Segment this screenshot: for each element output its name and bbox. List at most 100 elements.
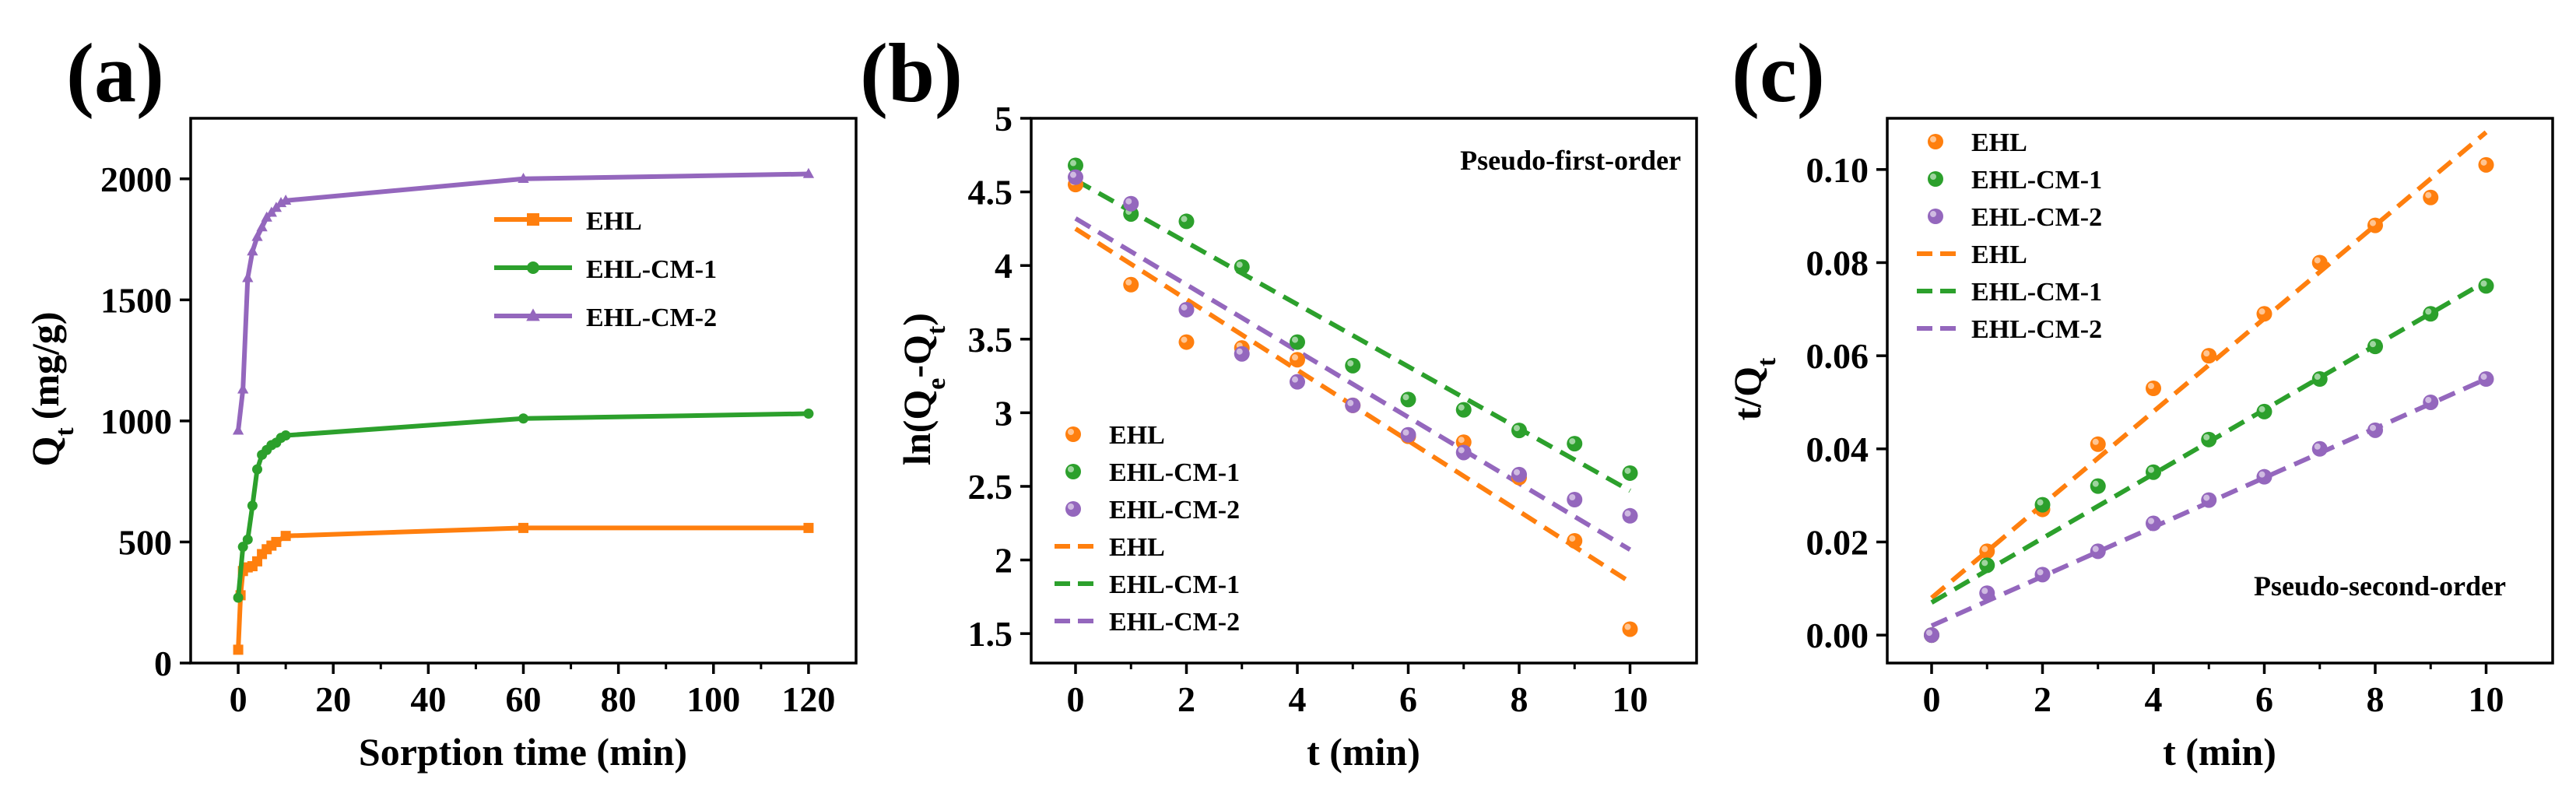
- panel-a: (a) 0 20 40 60 80 100 120 0 500 1000 1500 2000 Sorp…: [23, 27, 858, 774]
- point-ehl-cm-1: [2423, 306, 2439, 322]
- legend-fit-label-ehl-cm-1: EHL-CM-1: [1109, 570, 1240, 599]
- point-ehl-cm-2: [2367, 422, 2383, 438]
- point-ehl-cm-1: [2478, 278, 2494, 294]
- panel-c-annotation: Pseudo-second-order: [2254, 570, 2506, 602]
- point-ehl-cm-1: [1979, 557, 1995, 574]
- point-ehl-cm-2: [1068, 169, 1083, 185]
- point-ehl-cm-1: [2090, 478, 2106, 494]
- fit-line-ehl-cm-2: [1074, 216, 1632, 552]
- point-ehl-cm-1: [1345, 357, 1361, 374]
- legend-marker-ehl: [1065, 426, 1081, 442]
- panel-c-xtick-label: 0: [1923, 679, 1941, 719]
- legend-marker-ehl-cm-2: [1065, 501, 1081, 517]
- point-ehl: [2478, 156, 2494, 173]
- line-ehl-cm-1: [236, 411, 809, 598]
- point-ehl: [271, 536, 282, 547]
- point-ehl: [2423, 189, 2439, 205]
- panel-b-frame: [1030, 117, 1698, 665]
- panel-b-xtick-label: 4: [1289, 679, 1307, 719]
- point-ehl-cm-1: [1178, 213, 1195, 230]
- panel-a-xlabel: Sorption time (min): [359, 730, 687, 774]
- point-ehl: [233, 644, 244, 655]
- panel-a-ytick-label: 0: [154, 644, 172, 683]
- fit-line-ehl-cm-1: [1074, 177, 1631, 493]
- point-ehl: [2256, 306, 2272, 322]
- legend-fit-label-ehl: EHL: [1971, 240, 2027, 269]
- point-ehl-cm-1: [1290, 334, 1305, 350]
- point-ehl-cm-1: [803, 409, 814, 419]
- line-ehl-cm-2: [236, 171, 809, 431]
- point-ehl-cm-1: [1455, 402, 1472, 418]
- line-ehl: [236, 525, 809, 651]
- legend-marker-ehl-cm-1: [1065, 464, 1081, 479]
- panel-a-ylabel: Qt(mg/g): [23, 311, 79, 466]
- point-ehl-cm-2: [2146, 515, 2161, 532]
- point-ehl-cm-2: [1123, 195, 1139, 212]
- point-ehl-cm-1: [247, 500, 258, 511]
- panel-b-xtick-label: 6: [1399, 679, 1417, 719]
- point-ehl-cm-2: [2090, 543, 2106, 560]
- legend-marker-ehl: [1928, 134, 1943, 149]
- point-ehl-cm-2: [2423, 394, 2439, 410]
- legend-marker-ehl-cm-2: [1928, 209, 1943, 224]
- panel-a-xtick-label: 20: [315, 679, 351, 719]
- point-ehl-cm-1: [2367, 339, 2383, 355]
- legend-label-ehl-cm-2: EHL-CM-2: [1971, 203, 2102, 232]
- point-ehl-cm-2: [2034, 567, 2051, 583]
- panel-b-xlabel: t (min): [1307, 730, 1420, 774]
- point-ehl-cm-1: [1400, 391, 1416, 408]
- point-ehl-cm-1: [1622, 465, 1638, 481]
- fit-line-ehl: [1930, 130, 2488, 600]
- legend-fit-label-ehl-cm-1: EHL-CM-1: [1971, 278, 2102, 307]
- point-ehl-cm-1: [1511, 423, 1527, 439]
- point-ehl-cm-2: [1455, 444, 1472, 461]
- panel-a-xtick-label: 100: [686, 679, 740, 719]
- point-ehl-cm-1: [233, 592, 244, 603]
- point-ehl: [2201, 348, 2217, 364]
- panel-c-ytick-label: 0.04: [1806, 430, 1869, 469]
- legend-marker-ehl-cm-2: [526, 308, 540, 321]
- panel-b-xtick-label: 8: [1511, 679, 1528, 719]
- point-ehl-cm-2: [242, 272, 254, 282]
- panel-c-frame: [1886, 117, 2554, 665]
- panel-a-xtick-label: 60: [506, 679, 542, 719]
- panel-c-xtick-label: 4: [2145, 679, 2163, 719]
- point-ehl-cm-2: [2256, 468, 2272, 485]
- legend-fit-label-ehl-cm-2: EHL-CM-2: [1971, 315, 2102, 344]
- panel-b-ytick-label: 3.5: [968, 320, 1013, 360]
- point-ehl: [2146, 381, 2161, 397]
- panel-c-legend: EHL EHL-CM-1 EHL-CM-2 EHL EHL-CM-1 EHL-CM-2: [1917, 128, 2102, 344]
- panel-b: (b) 0 2 4 6 8 10 1.5 2 2.5 3 3.5 4 4.5 5 Pseudo-first…: [860, 27, 1698, 774]
- point-ehl-cm-2: [1567, 492, 1583, 507]
- panel-a-letter: (a): [66, 27, 164, 120]
- point-ehl-cm-1: [2146, 464, 2161, 480]
- point-ehl-cm-1: [2311, 371, 2328, 388]
- legend-fit-label-ehl: EHL: [1109, 533, 1165, 562]
- panel-b-ytick-label: 2.5: [968, 467, 1013, 507]
- panel-a-ytick-label: 2000: [100, 160, 172, 199]
- legend-marker-ehl: [527, 213, 539, 226]
- point-ehl-cm-2: [1979, 585, 1995, 602]
- point-ehl-cm-2: [1622, 507, 1638, 524]
- point-ehl-cm-1: [1068, 157, 1083, 174]
- panel-a-ytick-label: 1000: [100, 402, 172, 441]
- point-ehl-cm-2: [802, 167, 815, 178]
- point-ehl: [1979, 543, 1995, 560]
- panel-c-xlabel: t (min): [2163, 730, 2276, 774]
- point-ehl: [803, 522, 814, 533]
- legend-label-ehl-cm-1: EHL-CM-1: [586, 255, 717, 284]
- legend-label-ehl: EHL: [1109, 421, 1165, 450]
- panel-b-letter: (b): [860, 27, 963, 120]
- point-ehl-cm-2: [247, 245, 258, 256]
- panel-b-annotation: Pseudo-first-order: [1460, 145, 1681, 176]
- panel-b-ytick-label: 4: [995, 246, 1013, 286]
- point-ehl-cm-1: [518, 413, 528, 424]
- panel-c-ytick-label: 0.00: [1806, 616, 1869, 655]
- panel-a-xtick-label: 0: [230, 679, 247, 719]
- point-ehl-cm-2: [1511, 466, 1527, 482]
- point-ehl-cm-2: [1345, 397, 1361, 413]
- panel-c-letter: (c): [1732, 27, 1825, 120]
- panel-a-ytick-label: 500: [118, 522, 172, 562]
- point-ehl-cm-2: [2201, 492, 2217, 508]
